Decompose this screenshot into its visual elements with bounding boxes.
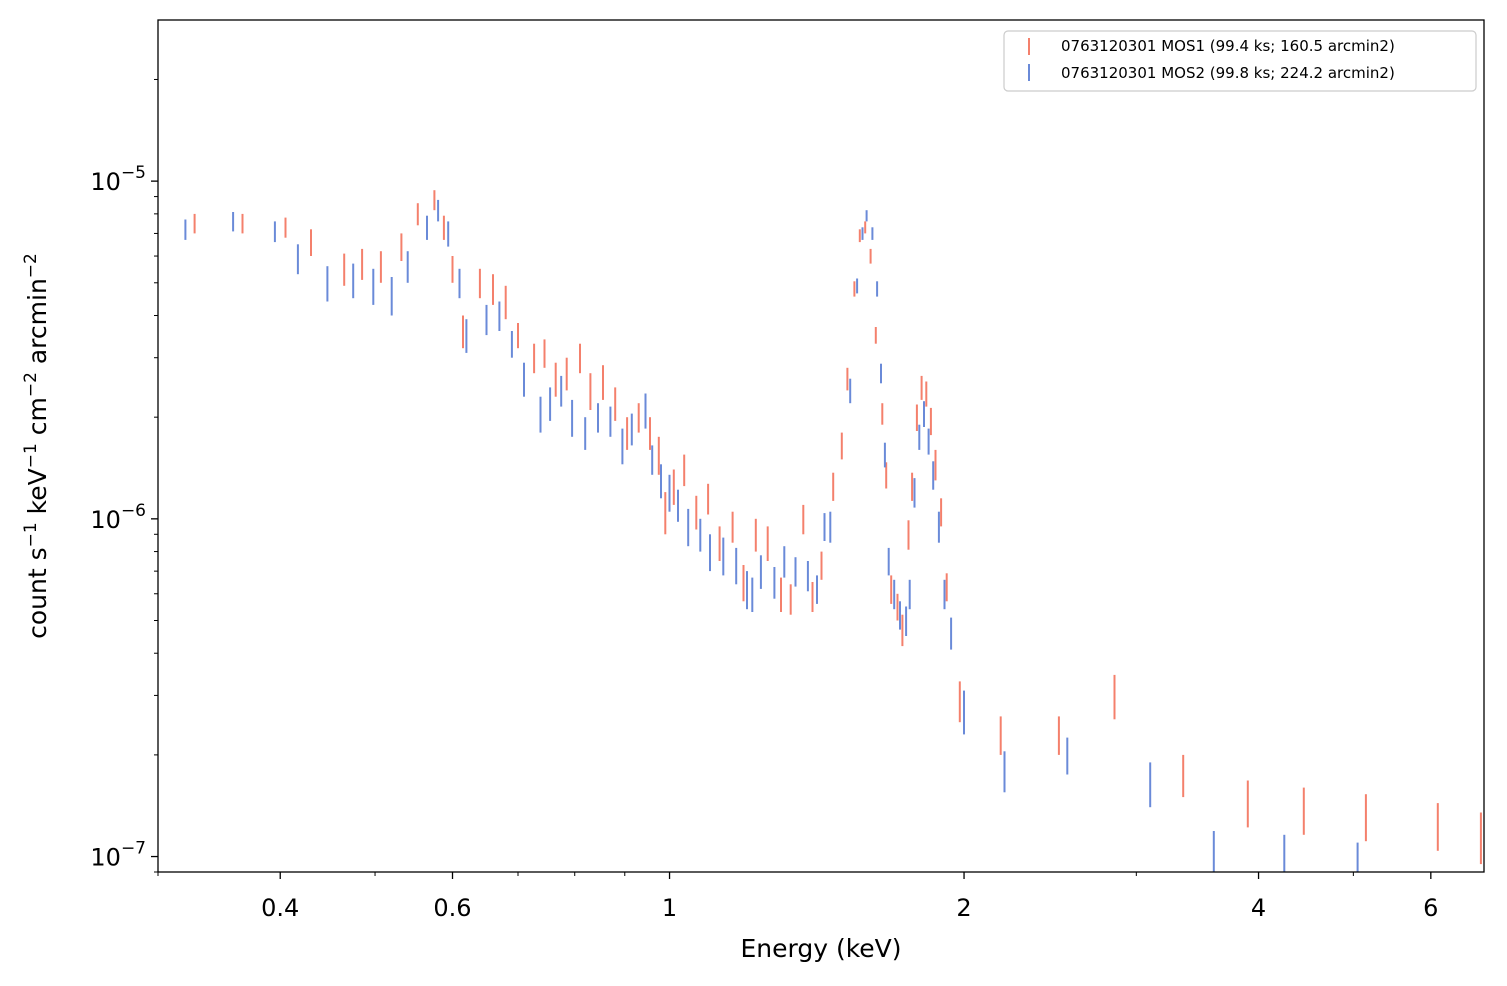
y-tick-label: 10−6: [90, 501, 146, 534]
y-axis-ticks: 10−7 10−6 10−5: [90, 78, 158, 873]
x-tick-label: 2: [956, 894, 971, 922]
legend: 0763120301 MOS1 (99.4 ks; 160.5 arcmin2)…: [1003, 30, 1477, 92]
x-tick-label: 0.4: [261, 894, 299, 922]
y-tick-label: 10−7: [90, 839, 146, 872]
legend-label-mos2: 0763120301 MOS2 (99.8 ks; 224.2 arcmin2): [1061, 64, 1395, 82]
x-axis-ticks: 0.4 0.6 1 2 4 6: [157, 872, 1438, 922]
y-axis-label: count s−1 keV−1 cm−2 arcmin−2: [21, 253, 52, 639]
series-layer: [184, 190, 1482, 872]
y-tick-label: 10−5: [90, 163, 146, 196]
legend-box: [1003, 30, 1477, 92]
x-tick-label: 4: [1251, 894, 1266, 922]
x-tick-label: 0.6: [433, 894, 471, 922]
legend-label-mos1: 0763120301 MOS1 (99.4 ks; 160.5 arcmin2): [1061, 37, 1395, 55]
x-tick-label: 1: [662, 894, 677, 922]
plot-frame: [157, 19, 1485, 873]
x-tick-label: 6: [1423, 894, 1438, 922]
x-axis-label: Energy (keV): [740, 934, 901, 963]
series-mos1: [193, 190, 1482, 865]
series-mos2: [184, 199, 1359, 872]
